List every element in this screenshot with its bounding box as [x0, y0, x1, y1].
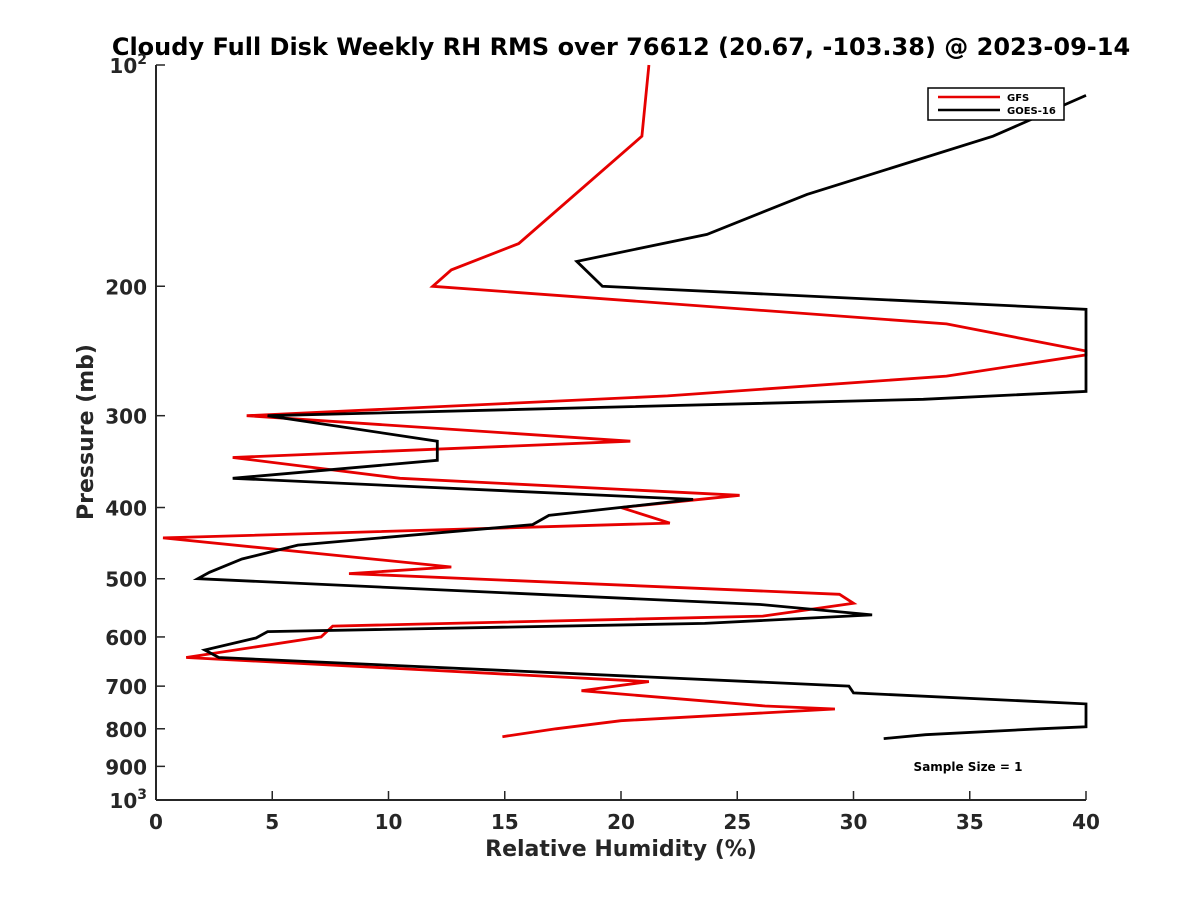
x-axis-title: Relative Humidity (%)	[485, 837, 757, 862]
sample-size-annotation: Sample Size = 1	[914, 760, 1023, 774]
legend-box	[927, 87, 1065, 121]
series-line-goes16	[192, 94, 1088, 740]
y-tick-label: 900	[105, 755, 147, 779]
legend-label-gfs: GFS	[1007, 93, 1029, 104]
y-tick-label: 600	[105, 626, 147, 650]
x-tick-label: 15	[491, 810, 519, 834]
x-tick-label: 30	[840, 810, 868, 834]
y-tick-label: 102	[109, 52, 147, 78]
x-axis-ticks: 0 5 10 15 20 25 30 35 40	[149, 791, 1100, 834]
series-line-gfs	[162, 64, 1088, 739]
y-tick-label: 500	[105, 568, 147, 592]
x-tick-label: 35	[956, 810, 984, 834]
y-axis-ticks: 102 200 300 400 500 600 700 800 900 103	[105, 52, 165, 813]
x-tick-label: 40	[1072, 810, 1100, 834]
plot-background	[156, 65, 1086, 800]
y-axis-title: Pressure (mb)	[74, 344, 99, 520]
x-tick-label: 0	[149, 810, 163, 834]
y-tick-label: 200	[105, 275, 147, 299]
y-tick-label: 700	[105, 675, 147, 699]
y-tick-label: 800	[105, 718, 147, 742]
series-layer	[162, 64, 1088, 740]
chart-title: Cloudy Full Disk Weekly RH RMS over 7661…	[112, 33, 1130, 61]
legend-label-goes16: GOES-16	[1007, 106, 1056, 117]
x-tick-label: 10	[375, 810, 403, 834]
y-tick-label: 300	[105, 405, 147, 429]
plot-area: 0 5 10 15 20 25 30 35 40 102 200 300 400 500 600 700 80…	[105, 52, 1100, 834]
x-tick-label: 25	[723, 810, 751, 834]
x-tick-label: 5	[265, 810, 279, 834]
y-tick-label: 400	[105, 497, 147, 521]
y-tick-label: 103	[109, 787, 147, 813]
x-tick-label: 20	[607, 810, 635, 834]
legend: GFS GOES-16	[927, 87, 1065, 121]
